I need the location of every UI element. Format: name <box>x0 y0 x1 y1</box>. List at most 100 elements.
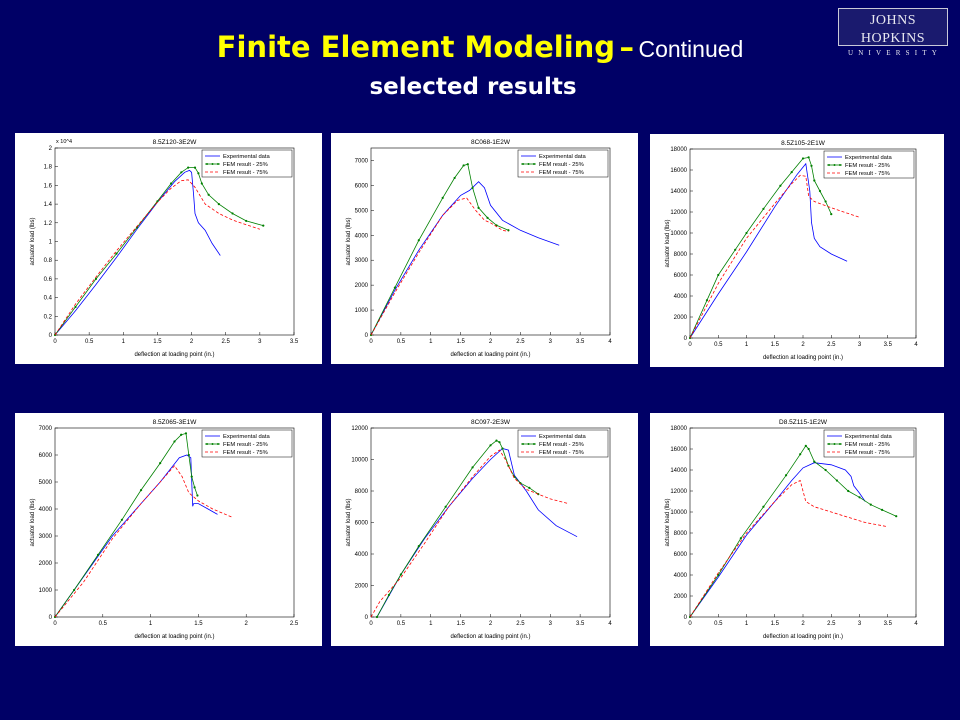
chart-title: 8.5Z105-2E1W <box>781 140 826 147</box>
data-point <box>159 462 162 465</box>
y-tick-label: 0.2 <box>44 314 53 320</box>
x-tick-label: 3 <box>258 339 262 345</box>
y-tick-label: 2 <box>49 146 53 152</box>
x-tick-label: 0 <box>369 339 373 345</box>
x-tick-label: 0 <box>53 339 57 345</box>
y-tick-label: 0.6 <box>44 277 53 283</box>
data-point <box>441 196 444 199</box>
y-tick-label: 2000 <box>674 315 688 321</box>
logo-line1: JOHNS HOPKINS <box>860 13 926 46</box>
x-tick-label: 3.5 <box>884 621 893 627</box>
data-point <box>399 573 402 576</box>
legend-marker <box>527 443 530 445</box>
y-axis-label: actuator load (lbs) <box>30 217 36 265</box>
legend-marker <box>833 443 836 445</box>
x-tick-label: 3 <box>549 339 553 345</box>
title-dash: – <box>619 30 635 64</box>
legend-marker <box>833 164 836 166</box>
data-point <box>207 193 210 196</box>
data-point <box>739 537 742 540</box>
chart-3: 8.5Z105-2E1W 0 0.5 1 1.5 2 2.5 3 3.5 4 0 2000 4000 60… <box>665 140 918 361</box>
x-axis-label: deflection at loading point (in.) <box>763 355 843 361</box>
x-tick-label: 1 <box>122 339 126 345</box>
chart-panel-1: 8.5Z120-3E2W 0 0.5 1 1.5 2 2.5 3 3.5 0 0.2 0.4 0.6 0.… <box>15 133 322 364</box>
data-point <box>245 219 248 223</box>
chart-panel-4: 8.5Z065-3E1W 0 0.5 1 1.5 2 2.5 0 1000 2000 3000 400… <box>15 413 322 646</box>
y-tick-label: 1.8 <box>44 165 53 171</box>
x-tick-label: 1.5 <box>194 621 203 627</box>
y-tick-label: 6000 <box>674 552 688 558</box>
data-point <box>173 440 176 443</box>
data-point <box>528 486 531 489</box>
data-point <box>734 248 737 251</box>
chart-6: D8.5Z115-1E2W 0 0.5 1 1.5 2 2.5 3 3.5 4 0 2000 4000 6… <box>665 419 918 640</box>
x-tick-label: 4 <box>914 342 918 348</box>
data-point <box>824 200 827 203</box>
legend-marker <box>217 443 219 445</box>
data-point <box>393 286 396 289</box>
legend-box <box>517 429 609 458</box>
series-line-2 <box>689 445 897 618</box>
y-axis-label: actuator load (lbs) <box>346 217 352 265</box>
y-tick-label: 7000 <box>39 426 53 432</box>
series-line-2 <box>54 167 264 336</box>
x-tick-label: 1 <box>149 621 153 627</box>
data-point <box>217 203 220 206</box>
x-axis-label: deflection at loading point (in.) <box>134 634 214 640</box>
x-tick-label: 0 <box>688 342 692 348</box>
x-tick-label: 2.5 <box>516 339 525 345</box>
data-point <box>799 453 802 456</box>
y-tick-label: 0 <box>684 336 688 342</box>
legend-marker <box>533 163 535 165</box>
slide-title: Finite Element Modeling – Continued <box>0 30 960 64</box>
series-line-1 <box>370 181 560 336</box>
x-tick-label: 1.5 <box>456 339 465 345</box>
chart-panel-2: 8C068-1E2W 0 0.5 1 1.5 2 2.5 3 3.5 4 0 1000 2000 3000… <box>331 133 638 364</box>
y-tick-label: 10000 <box>670 510 687 516</box>
title-main: Finite Element Modeling <box>216 30 616 64</box>
y-axis-label: actuator load (lbs) <box>665 498 671 546</box>
data-point <box>115 252 118 255</box>
chart-2: 8C068-1E2W 0 0.5 1 1.5 2 2.5 3 3.5 4 0 1000 2000 3000… <box>346 139 612 358</box>
y-tick-label: 1000 <box>39 588 53 594</box>
x-tick-label: 1 <box>745 342 749 348</box>
data-point <box>745 231 748 235</box>
x-tick-label: 4 <box>608 339 612 345</box>
x-tick-label: 1.5 <box>771 621 780 627</box>
y-tick-label: 6000 <box>355 183 369 189</box>
x-tick-label: 0 <box>369 621 373 627</box>
data-point <box>444 505 447 508</box>
legend-label: Experimental data <box>539 154 586 160</box>
data-point <box>807 156 810 159</box>
data-point <box>858 496 861 499</box>
y-tick-label: 8000 <box>674 531 688 537</box>
data-point <box>471 186 474 189</box>
data-point <box>477 206 480 209</box>
x-tick-label: 1 <box>429 621 433 627</box>
y-tick-label: 7000 <box>355 158 369 164</box>
y-tick-label: 2000 <box>39 561 53 567</box>
plot-frame <box>54 427 295 618</box>
data-point <box>139 489 143 492</box>
data-point <box>453 176 456 180</box>
y-tick-label: 6000 <box>39 453 53 459</box>
x-tick-label: 2 <box>801 342 805 348</box>
legend-marker <box>533 443 535 445</box>
series-line-3 <box>54 465 233 618</box>
x-tick-label: 0.5 <box>99 621 108 627</box>
legend-box <box>823 150 915 179</box>
data-point <box>784 474 788 477</box>
data-point <box>486 216 489 219</box>
data-point <box>417 545 420 548</box>
legend-marker <box>522 163 524 165</box>
data-point <box>498 441 501 444</box>
data-point <box>193 486 196 489</box>
y-tick-label: 18000 <box>670 147 687 153</box>
x-tick-label: 0.5 <box>397 339 406 345</box>
y-tick-label: 4000 <box>355 552 369 558</box>
series-line-1 <box>689 162 848 339</box>
y-tick-label: 0.8 <box>44 258 53 264</box>
data-point <box>120 518 124 521</box>
data-point <box>197 172 200 175</box>
y-tick-label: 0 <box>49 333 53 339</box>
